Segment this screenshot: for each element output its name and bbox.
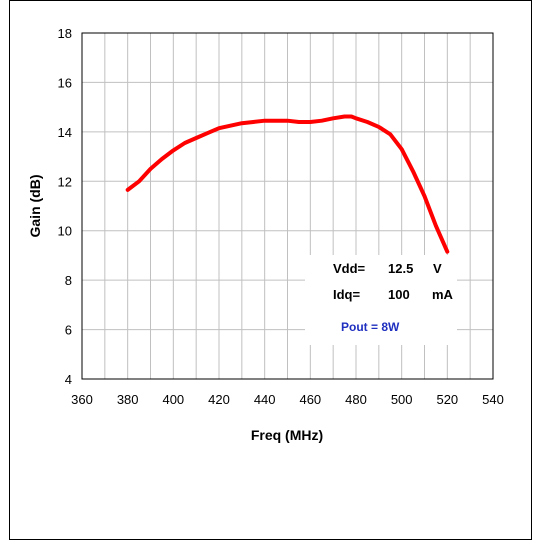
x-tick-label: 520 (436, 392, 458, 407)
y-tick-label: 6 (65, 323, 72, 338)
x-tick-label: 380 (117, 392, 139, 407)
pout-label: Pout = 8W (341, 320, 400, 334)
x-tick-label: 540 (482, 392, 504, 407)
idq-label: Idq= (333, 287, 360, 302)
x-tick-label: 360 (71, 392, 93, 407)
y-tick-label: 14 (58, 125, 72, 140)
y-tick-label: 12 (58, 174, 72, 189)
x-tick-label: 480 (345, 392, 367, 407)
x-tick-label: 460 (299, 392, 321, 407)
y-tick-label: 4 (65, 372, 72, 387)
y-tick-label: 16 (58, 75, 72, 90)
x-tick-label: 420 (208, 392, 230, 407)
gain-series-line (125, 114, 450, 254)
x-tick-label: 400 (162, 392, 184, 407)
x-tick-label: 500 (391, 392, 413, 407)
y-tick-label: 18 (58, 26, 72, 41)
vdd-label: Vdd= (333, 261, 366, 276)
idq-value: 100 (388, 287, 410, 302)
x-tick-label: 440 (254, 392, 276, 407)
tick-labels: 360 380 400 420 440 460 480 500 520 540 4 6 8 10 12 14 1… (58, 26, 504, 407)
grid (82, 33, 493, 379)
y-tick-label: 8 (65, 273, 72, 288)
idq-unit: mA (432, 287, 454, 302)
series-group (125, 114, 450, 254)
vdd-value: 12.5 (388, 261, 413, 276)
vdd-unit: V (433, 261, 442, 276)
y-axis-title: Gain (dB) (27, 175, 43, 238)
y-tick-label: 10 (58, 224, 72, 239)
x-axis-title: Freq (MHz) (251, 427, 323, 443)
plot-area-border (81, 32, 494, 380)
annotation-box (305, 255, 457, 345)
